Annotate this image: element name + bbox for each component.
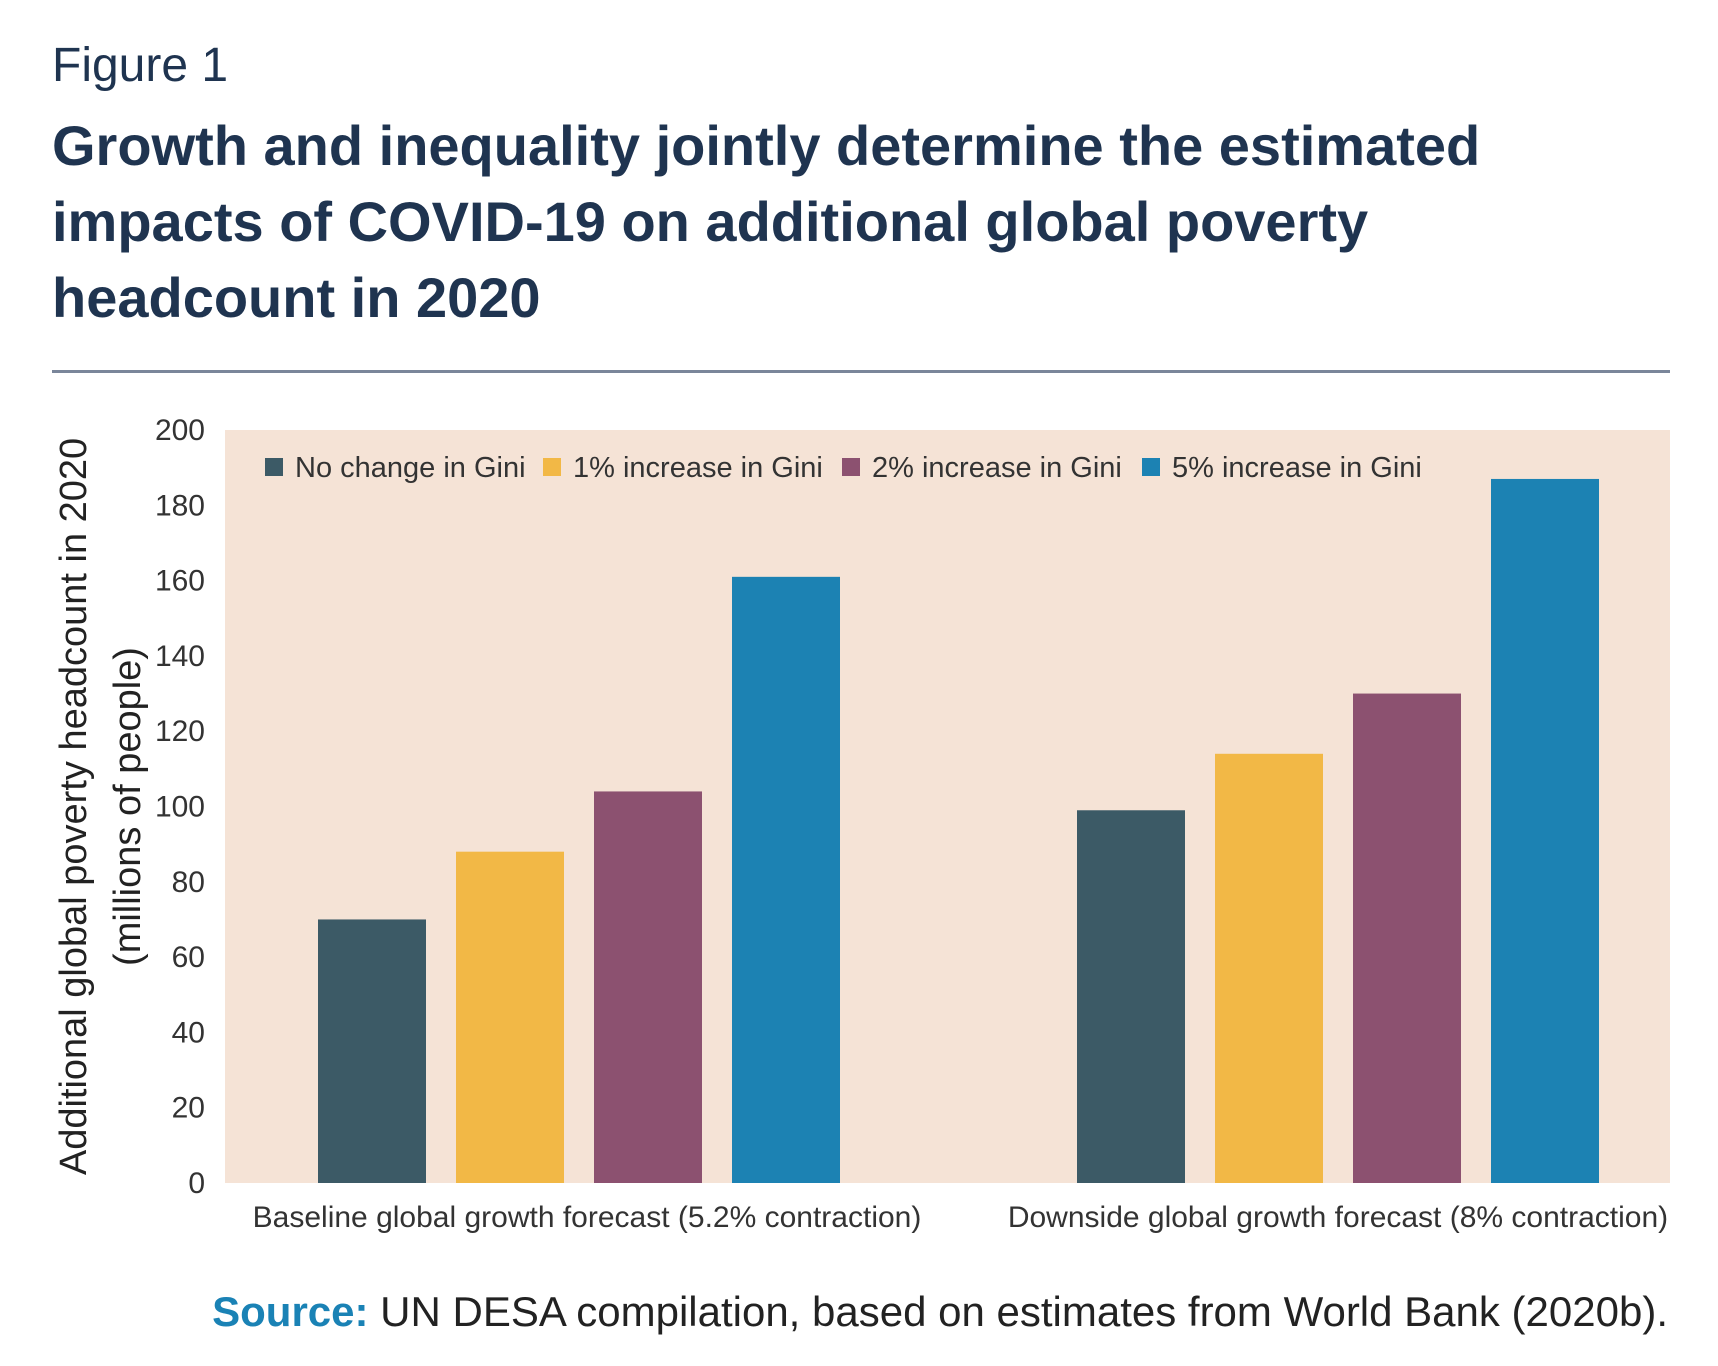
y-axis-title: Additional global poverty headcount in 2…: [53, 438, 149, 1175]
legend-label: No change in Gini: [295, 452, 526, 484]
bar-downside-series-2: [1215, 753, 1323, 1183]
legend-swatch: [265, 458, 283, 476]
bar-downside-series-4: [1491, 478, 1599, 1183]
legend-swatch: [842, 458, 860, 476]
y-axis-title-line-2: (millions of people): [107, 647, 149, 966]
bar-baseline-series-4: [732, 576, 840, 1183]
bar-baseline-series-3: [594, 791, 702, 1183]
bar-chart: Additional global poverty headcount in 2…: [53, 414, 1670, 1234]
y-tick-label: 180: [155, 489, 205, 522]
x-category-label: Downside global growth forecast (8% cont…: [1008, 1201, 1668, 1234]
figure-label: Figure 1: [52, 39, 229, 92]
title-line-1: Growth and inequality jointly determine …: [52, 114, 1481, 177]
y-axis-ticks: 0 20 40 60 80 100 120 140 160 180 200: [155, 414, 205, 1200]
title-divider: [52, 370, 1670, 373]
title-line-2: impacts of COVID-19 on additional global…: [52, 190, 1369, 253]
y-tick-label: 120: [155, 715, 205, 748]
bar-downside-series-1: [1077, 810, 1185, 1183]
title-line-3: headcount in 2020: [52, 266, 541, 329]
y-tick-label: 0: [188, 1167, 205, 1200]
bars: [318, 478, 1599, 1183]
legend-label: 2% increase in Gini: [872, 452, 1122, 484]
x-axis-categories: Baseline global growth forecast (5.2% co…: [253, 1201, 1669, 1234]
y-tick-label: 100: [155, 791, 205, 824]
y-tick-label: 20: [172, 1092, 205, 1125]
legend-label: 5% increase in Gini: [1172, 452, 1422, 484]
y-tick-label: 60: [172, 941, 205, 974]
y-tick-label: 40: [172, 1016, 205, 1049]
source-text: UN DESA compilation, based on estimates …: [368, 1288, 1668, 1335]
chart-title: Growth and inequality jointly determine …: [52, 108, 1652, 336]
y-tick-label: 140: [155, 640, 205, 673]
y-tick-label: 160: [155, 565, 205, 598]
x-category-label: Baseline global growth forecast (5.2% co…: [253, 1201, 922, 1234]
bar-downside-series-3: [1353, 693, 1461, 1183]
legend: No change in Gini 1% increase in Gini 2% i…: [265, 452, 1422, 484]
bar-baseline-series-1: [318, 919, 426, 1183]
y-tick-label: 200: [155, 414, 205, 447]
bar-baseline-series-2: [456, 851, 564, 1183]
source-note: Source: UN DESA compilation, based on es…: [212, 1288, 1668, 1336]
source-label: Source:: [212, 1288, 369, 1335]
y-axis-title-line-1: Additional global poverty headcount in 2…: [53, 438, 95, 1175]
y-tick-label: 80: [172, 866, 205, 899]
legend-swatch: [1142, 458, 1160, 476]
legend-label: 1% increase in Gini: [573, 452, 823, 484]
legend-swatch: [543, 458, 561, 476]
